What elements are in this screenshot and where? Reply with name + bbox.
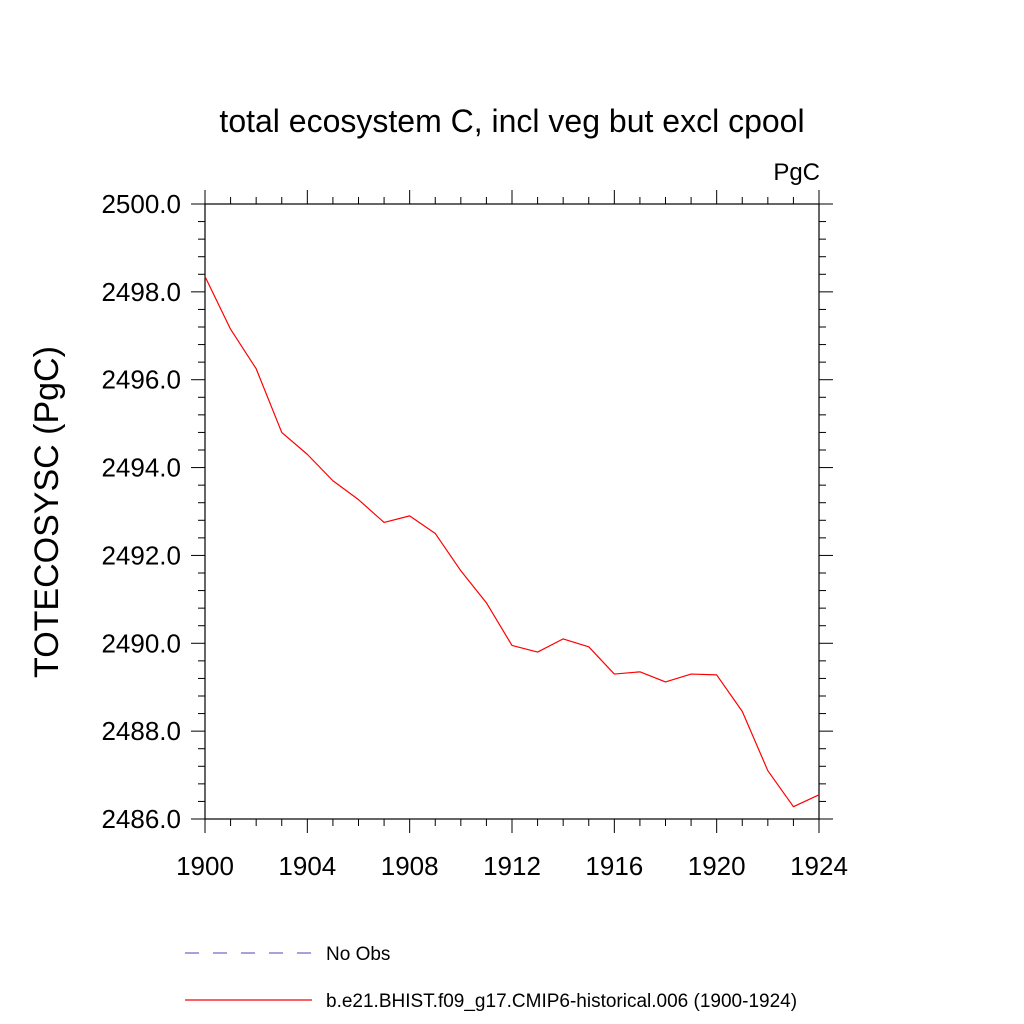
y-tick-label: 2486.0 [101,804,181,834]
y-tick-label: 2488.0 [101,716,181,746]
x-tick-label: 1908 [381,851,439,881]
plot-frame [204,203,820,820]
y-tick-label: 2492.0 [101,540,181,570]
plot-axes: 1900 1904 1908 1912 1916 1920 1924 2486.0 2488.0… [101,189,847,881]
chart-title: total ecosystem C, incl veg but excl cpo… [219,103,804,139]
y-tick-label: 2500.0 [101,189,181,219]
x-tick-label: 1920 [688,851,746,881]
legend: No Obs b.e21.BHIST.f09_g17.CMIP6-historic… [185,944,797,1012]
units-label: PgC [773,159,820,186]
y-tick-label: 2490.0 [101,628,181,658]
y-tick-label: 2496.0 [101,365,181,395]
y-tick-label: 2498.0 [101,277,181,307]
x-tick-label: 1904 [278,851,336,881]
y-axis-label: TOTECOSYSC (PgC) [28,346,66,678]
x-tick-label: 1924 [790,851,848,881]
x-tick-label: 1916 [585,851,643,881]
series-line-1 [204,276,820,808]
legend-label-1: b.e21.BHIST.f09_g17.CMIP6-historical.006… [326,991,797,1012]
legend-label-0: No Obs [326,944,390,965]
x-tick-label: 1900 [176,851,234,881]
x-tick-label: 1912 [483,851,541,881]
y-tick-label: 2494.0 [101,453,181,483]
series-layer [204,276,820,808]
